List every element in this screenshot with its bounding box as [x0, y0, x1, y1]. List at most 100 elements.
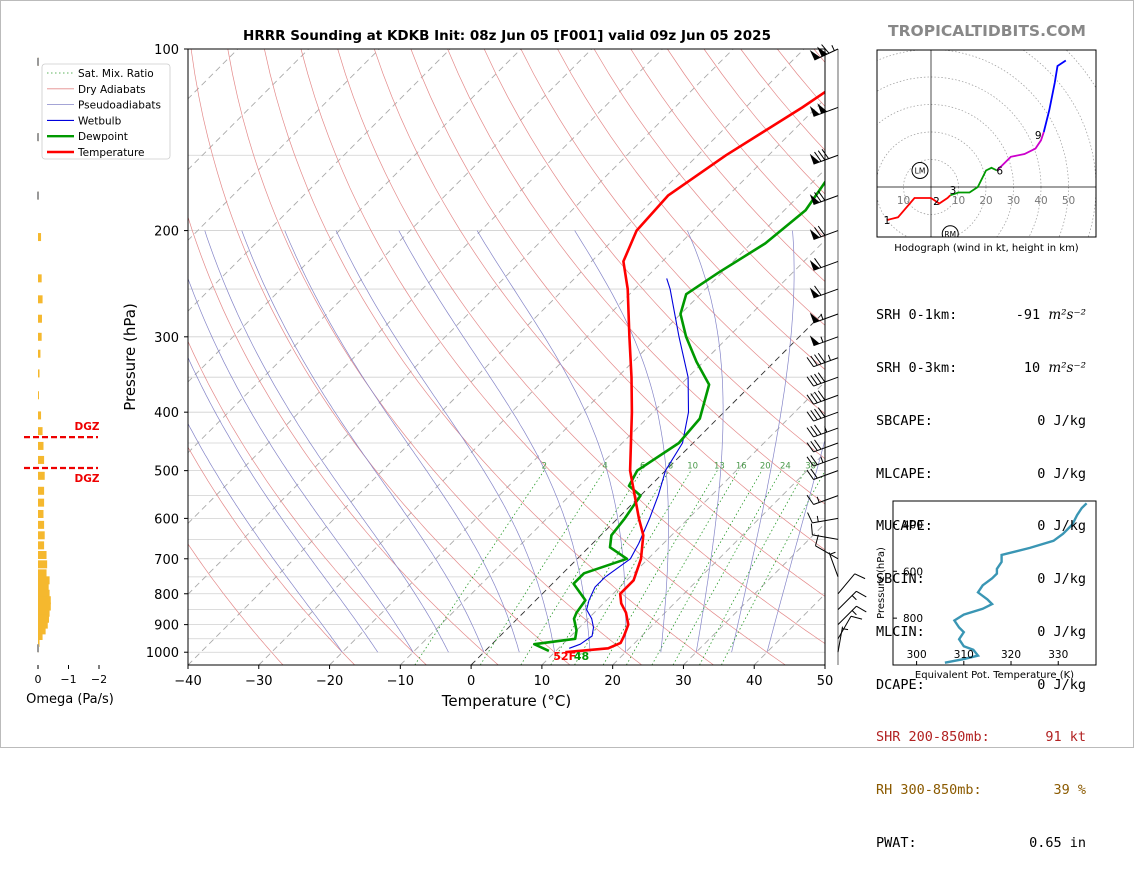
x-tick-label: 20 [604, 674, 621, 689]
mixing-ratio-label: 30 [805, 462, 816, 472]
mixing-ratio-label: 13 [714, 462, 725, 472]
hodo-ring-label: 10 [952, 195, 965, 207]
moist-adiabat [767, 231, 875, 653]
x-tick-label: 30 [675, 674, 692, 689]
stat-value: -91 m²s⁻² [876, 307, 1086, 325]
isotherm [188, 49, 804, 665]
stat-row-shear: SHR 200-850mb:91 kt [876, 729, 892, 747]
omega-bar [38, 233, 41, 241]
omega-bar [38, 442, 43, 450]
omega-bar [38, 411, 41, 419]
omega-bar [38, 632, 43, 640]
mixing-ratio-line [626, 471, 738, 665]
omega-bar [38, 521, 44, 529]
wind-barb [810, 286, 838, 298]
wind-barb [838, 606, 866, 624]
wind-barb [810, 313, 838, 323]
stat-row-pwat: PWAT:0.65 in [876, 835, 892, 853]
omega-bar [38, 274, 42, 282]
wind-barb [807, 391, 838, 404]
wind-barb [808, 513, 838, 523]
omega-x-label: Omega (Pa/s) [26, 692, 114, 707]
mixing-ratio-label: 10 [687, 462, 698, 472]
omega-bar [38, 531, 45, 539]
omega-bar-small [37, 644, 39, 652]
hodo-height-label: 1 [884, 215, 891, 227]
mixing-ratio-label: 20 [760, 462, 771, 472]
mixing-ratio-line [480, 471, 604, 665]
stat-row-mlcin: MLCIN:0 J/kg [876, 624, 892, 642]
legend-entry: Dewpoint [78, 131, 128, 143]
x-tick-label: 40 [746, 674, 763, 689]
omega-bar [38, 391, 39, 399]
hodo-height-label: 2 [933, 196, 940, 208]
omega-bar [38, 551, 47, 559]
isotherm [117, 49, 733, 665]
omega-bar [38, 499, 44, 507]
stats-panel: SRH 0-1km:-91 m²s⁻² SRH 0-3km:10 m²s⁻² S… [876, 272, 892, 870]
dgz-label-top: DGZ [75, 421, 100, 433]
watermark: TROPICALTIDBITS.COM [888, 22, 1086, 40]
legend-entry: Wetbulb [78, 115, 122, 127]
stat-row-dcape: DCAPE:0 J/kg [876, 677, 892, 695]
omega-bar [38, 560, 47, 568]
hodograph-frame [877, 50, 1096, 237]
wind-barb [838, 574, 865, 594]
dry-adiabat [374, 49, 929, 665]
omega-bar [38, 472, 45, 480]
x-tick-label: −20 [316, 674, 343, 689]
surface-dewpoint-label: 48 [574, 650, 589, 663]
surface-temperature-label: 52F [553, 650, 576, 663]
x-tick-label: −40 [174, 674, 201, 689]
hodograph-caption: Hodograph (wind in kt, height in km) [894, 243, 1079, 254]
wind-barb [838, 591, 866, 609]
omega-bar-small [37, 58, 39, 66]
omega-bar [38, 576, 50, 584]
y-tick-label: 600 [154, 512, 179, 527]
omega-bar-small [37, 133, 39, 141]
y-tick-label: 400 [154, 406, 179, 421]
wind-barb [807, 425, 838, 437]
y-tick-label: 900 [154, 619, 179, 634]
omega-bar [38, 427, 43, 435]
x-tick-label: 0 [467, 674, 475, 689]
y-tick-label: 300 [154, 331, 179, 346]
wind-barb [807, 495, 838, 504]
wind-barb [810, 149, 838, 164]
legend-entry: Dry Adiabats [78, 84, 146, 96]
isotherm [259, 49, 875, 665]
omega-bar [38, 487, 44, 495]
dewpoint-line [534, 49, 917, 651]
stat-row-sbcin: SBCIN:0 J/kg [876, 571, 892, 589]
hodo-ring-label: 40 [1034, 195, 1047, 207]
mixing-ratio-line [551, 471, 670, 665]
stat-value: 10 m²s⁻² [876, 360, 1086, 378]
mixing-ratio-label: 24 [780, 462, 791, 472]
y-axis-label: Pressure (hPa) [121, 303, 139, 411]
omega-bar [38, 541, 44, 549]
dry-adiabat [155, 49, 499, 665]
omega-bar [38, 315, 42, 323]
chart-title: HRRR Sounding at KDKB Init: 08z Jun 05 [… [243, 28, 771, 44]
omega-bar-small [37, 192, 39, 200]
hodo-trace [1044, 61, 1066, 133]
wind-barb [810, 258, 838, 270]
omega-bar [38, 456, 44, 464]
moist-adiabat [172, 231, 413, 653]
omega-x-tick-label: −1 [60, 673, 76, 686]
theta-e-x-tick-label: 300 [907, 649, 927, 661]
mixing-ratio-label: 16 [736, 462, 747, 472]
mixing-ratio-label: 2 [542, 462, 547, 472]
hodo-ring-label: 50 [1062, 195, 1075, 207]
hodo-ring-label: 30 [1007, 195, 1020, 207]
mixing-ratio-line [700, 471, 806, 665]
mixing-ratio-label: 4 [602, 462, 607, 472]
y-tick-label: 500 [154, 465, 179, 480]
x-tick-label: 50 [817, 674, 834, 689]
hodo-trace [950, 168, 997, 196]
x-tick-label: −30 [245, 674, 272, 689]
omega-bar [38, 569, 47, 577]
wind-barb [807, 353, 838, 366]
omega-bar [38, 510, 43, 518]
